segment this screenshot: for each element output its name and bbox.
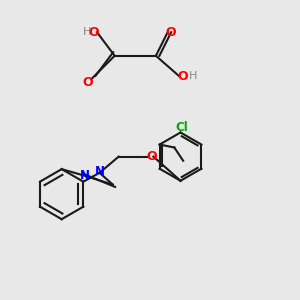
Text: O: O bbox=[83, 76, 94, 89]
Text: N: N bbox=[80, 169, 90, 182]
Text: Cl: Cl bbox=[176, 121, 188, 134]
Text: O: O bbox=[146, 150, 157, 163]
Text: O: O bbox=[165, 26, 176, 39]
Text: O: O bbox=[177, 70, 188, 83]
Text: N: N bbox=[95, 165, 105, 178]
Text: H: H bbox=[82, 27, 91, 37]
Text: H: H bbox=[188, 71, 197, 81]
Text: O: O bbox=[89, 26, 99, 39]
